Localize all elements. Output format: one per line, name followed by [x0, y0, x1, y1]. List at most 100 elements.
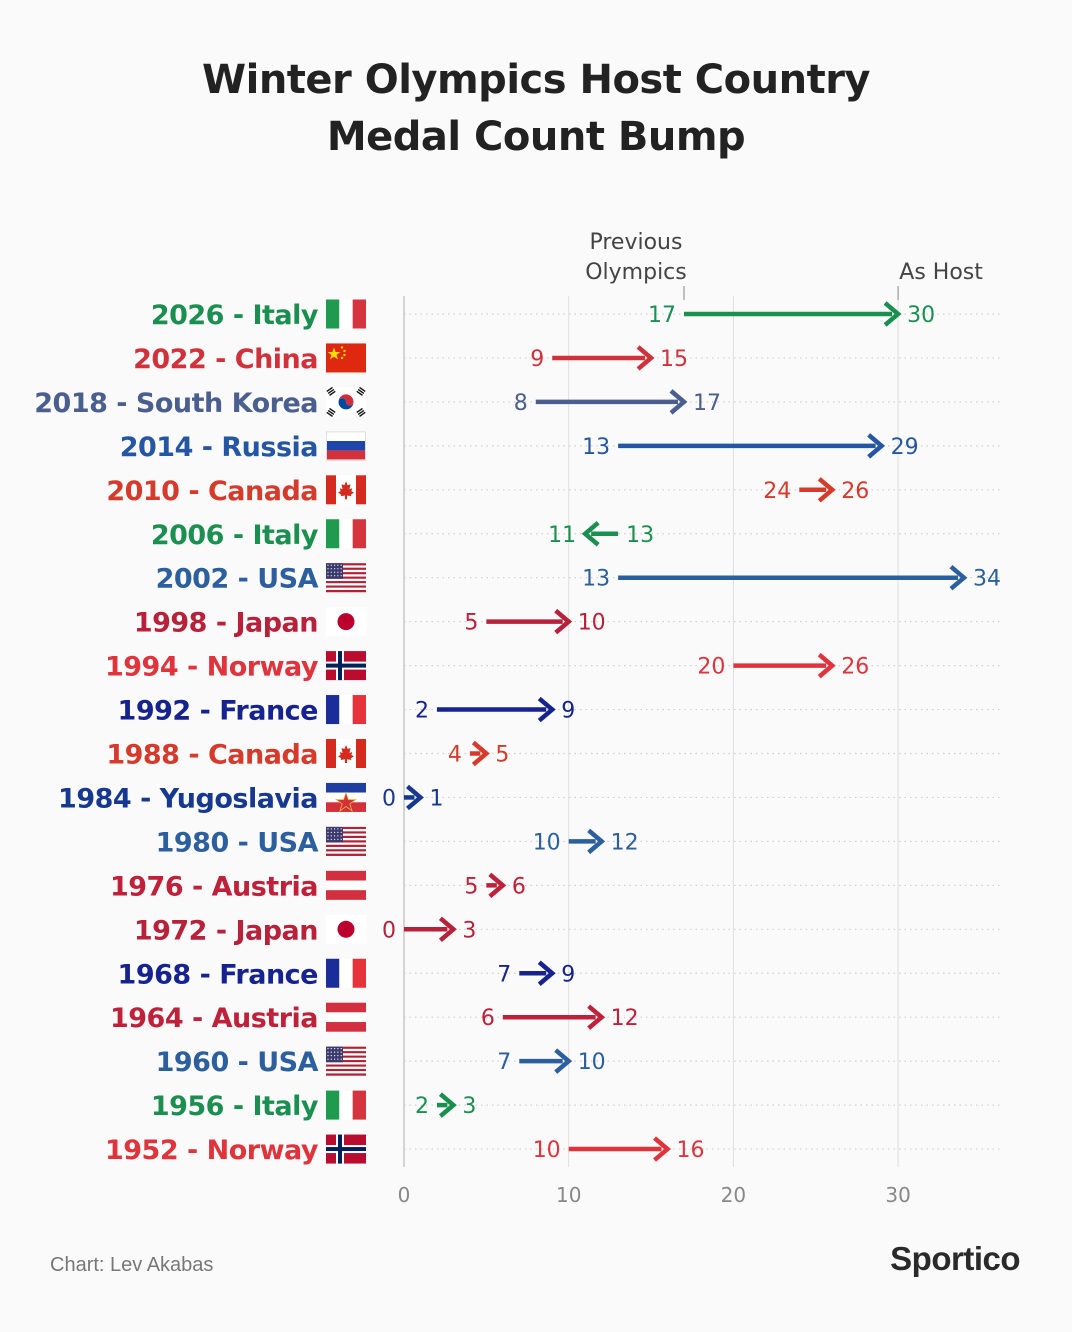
row-label: 1984 - Yugoslavia: [58, 783, 318, 814]
row-label: 2010 - Canada: [106, 476, 318, 507]
row-label: 1994 - Norway: [105, 652, 319, 683]
flag-stripe: [326, 844, 366, 848]
flag-star-dot: [337, 575, 339, 577]
flag-trigram: [326, 386, 336, 396]
row-label: 1980 - USA: [156, 827, 319, 858]
previous-value-label: 2: [415, 1094, 429, 1119]
flag-star-dot: [340, 1051, 342, 1053]
flag-white-band: [326, 431, 366, 442]
flag-star-dot: [337, 564, 339, 566]
flag-blue-cross-h: [326, 663, 366, 668]
flag-stripe: [326, 1053, 366, 1056]
medal-change-arrowhead: [438, 916, 457, 943]
x-tick-label-20: 20: [721, 1183, 746, 1207]
flag-stripe: [326, 576, 366, 579]
italy-flag-icon: [326, 1090, 366, 1120]
row-1994-norway: 1994 - Norway 20 26: [105, 651, 869, 683]
flag-stripe: [326, 572, 366, 575]
flag-white-band: [326, 1012, 366, 1023]
row-2018-south-korea: 2018 - South Korea 8 17: [34, 386, 721, 419]
flag-trigram-bar: [326, 411, 333, 417]
canada-flag-icon: [326, 475, 366, 505]
flag-canton: [326, 826, 343, 843]
flag-star-dot: [327, 828, 329, 830]
flag-stripe: [326, 1051, 366, 1054]
medal-change-arrowhead: [581, 521, 600, 547]
flag-star-dot: [334, 568, 336, 570]
row-label: 2026 - Italy: [151, 300, 319, 331]
flag-trigram-bar: [357, 388, 365, 394]
flag-star-dot: [330, 1048, 332, 1050]
host-value-label: 10: [578, 1050, 606, 1075]
flag-star-dot: [337, 838, 339, 840]
flag-star-dot: [327, 831, 329, 833]
flag-white-band: [339, 299, 353, 329]
flag-star-dot: [327, 1048, 329, 1050]
flag-star-dot: [337, 1051, 339, 1053]
x-tick-label-30: 30: [885, 1183, 910, 1207]
chart-title-line-2: Medal Count Bump: [326, 114, 746, 160]
host-value-label: 1: [429, 786, 443, 811]
flag-blue-band: [326, 782, 366, 793]
flag-white-band: [326, 880, 366, 891]
grid-layer: [403, 296, 1000, 1168]
flag-blue-cross-h: [326, 1147, 366, 1152]
flag-star-dot: [334, 564, 336, 566]
flag-stripe: [326, 840, 366, 843]
row-2010-canada: 2010 - Canada 24 26: [106, 475, 869, 507]
flag-red-band: [352, 695, 366, 725]
host-value-label: 26: [841, 655, 869, 680]
row-label: 1992 - France: [118, 696, 318, 727]
flag-red-band: [326, 890, 366, 900]
flag-star-dot: [337, 1055, 339, 1057]
row-1976-austria: 1976 - Austria 5 6: [110, 870, 526, 902]
previous-value-label: 10: [533, 830, 561, 855]
flag-stripe: [326, 581, 366, 584]
flag-star-dot: [330, 1058, 332, 1060]
south-korea-flag-icon: [326, 386, 366, 417]
flag-small-star: [343, 353, 346, 357]
row-1980-usa: 1980 - USA 10 12: [156, 826, 639, 858]
italy-flag-icon: [326, 519, 366, 549]
flag-stripe: [326, 567, 366, 570]
flag-small-star: [343, 349, 346, 353]
previous-value-label: 24: [763, 479, 791, 504]
flag-trigram-bar: [359, 411, 366, 417]
row-label: 2002 - USA: [156, 564, 319, 595]
usa-flag-icon: [326, 563, 366, 593]
yugoslavia-flag-icon: [326, 782, 366, 812]
flag-stripe: [326, 842, 366, 845]
sportico-logo[interactable]: Sportico: [890, 1240, 1020, 1277]
flag-stripe: [326, 851, 366, 854]
flag-star: [334, 791, 358, 812]
as-host-label: As Host: [899, 260, 983, 285]
row-1988-canada: 1988 - Canada 4 5: [106, 739, 509, 771]
row-label: 1952 - Norway: [105, 1135, 319, 1166]
flag-white-band: [339, 695, 353, 725]
previous-olympics-label-1: Previous: [589, 230, 682, 255]
row-label: 1960 - USA: [156, 1047, 319, 1078]
row-label: 1964 - Austria: [110, 1003, 318, 1034]
row-label: 2014 - Russia: [120, 432, 318, 463]
medal-change-arrowhead: [537, 696, 556, 723]
row-label: 2006 - Italy: [151, 520, 319, 551]
flag-stripe: [326, 1055, 366, 1058]
previous-value-label: 5: [464, 611, 478, 636]
flag-star-dot: [340, 575, 342, 577]
previous-value-label: 5: [464, 874, 478, 899]
row-label: 1976 - Austria: [110, 871, 318, 902]
flag-star-dot: [330, 831, 332, 833]
flag-stripe: [326, 1060, 366, 1063]
flag-star-dot: [334, 1051, 336, 1053]
flag-star-dot: [334, 571, 336, 573]
previous-value-label: 20: [697, 655, 725, 680]
austria-flag-icon: [326, 870, 366, 900]
italy-flag-icon: [326, 299, 366, 329]
norway-flag-icon: [326, 651, 366, 681]
flag-stripe: [326, 1062, 366, 1065]
flag-stripe: [326, 563, 366, 566]
flag-star-dot: [327, 1058, 329, 1060]
row-1998-japan: 1998 - Japan 5 10: [134, 607, 606, 639]
flag-blue-band: [326, 958, 340, 988]
